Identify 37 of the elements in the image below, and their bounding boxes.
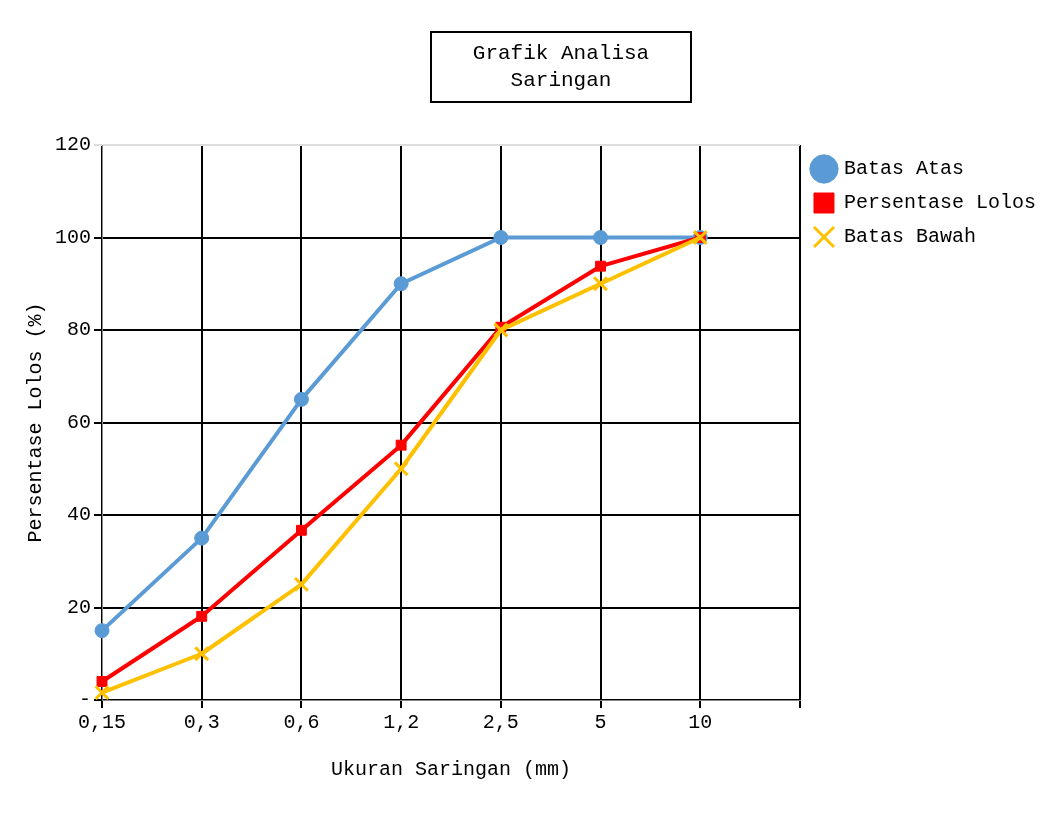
x-tick-label: 1,2 [383, 711, 420, 735]
legend-label: Batas Bawah [843, 225, 976, 249]
x-tick-label: 5 [594, 711, 607, 735]
x-tick-label: 0,15 [78, 711, 127, 735]
point [194, 530, 210, 546]
point [96, 676, 108, 687]
y-tick-label: - [78, 688, 92, 712]
point [393, 460, 409, 477]
point [595, 260, 606, 272]
y-tick-label: 120 [54, 133, 92, 157]
y-tick-label: 40 [66, 503, 92, 527]
y-tick-label: 80 [66, 318, 92, 342]
point [592, 275, 609, 292]
y-tick-label: 100 [54, 225, 92, 249]
legend-label: Persentase Lolos [843, 191, 1036, 215]
legend-label: Batas Atas [843, 157, 964, 181]
point [395, 439, 407, 451]
point [593, 230, 609, 245]
y-axis-title: Persentase Lolos (%) [24, 302, 48, 543]
x-tick-label: 0,3 [183, 711, 220, 735]
point [293, 576, 310, 593]
point [492, 322, 509, 338]
point [94, 684, 110, 700]
x-tick-label: 10 [688, 711, 713, 735]
x-tick-label: 0,6 [283, 711, 320, 735]
point [493, 230, 509, 245]
point [293, 391, 309, 407]
x-tick-label: 2,5 [482, 711, 519, 735]
x-axis-title: Ukuran Saringan (mm) [330, 758, 572, 782]
point [393, 276, 409, 292]
y-tick-label: 20 [66, 595, 92, 619]
chart-title: Grafik Analisa Saringan [430, 31, 692, 103]
point [193, 645, 210, 662]
point [94, 623, 110, 639]
point [295, 524, 307, 536]
point [196, 610, 208, 622]
y-tick-label: 60 [66, 410, 92, 434]
